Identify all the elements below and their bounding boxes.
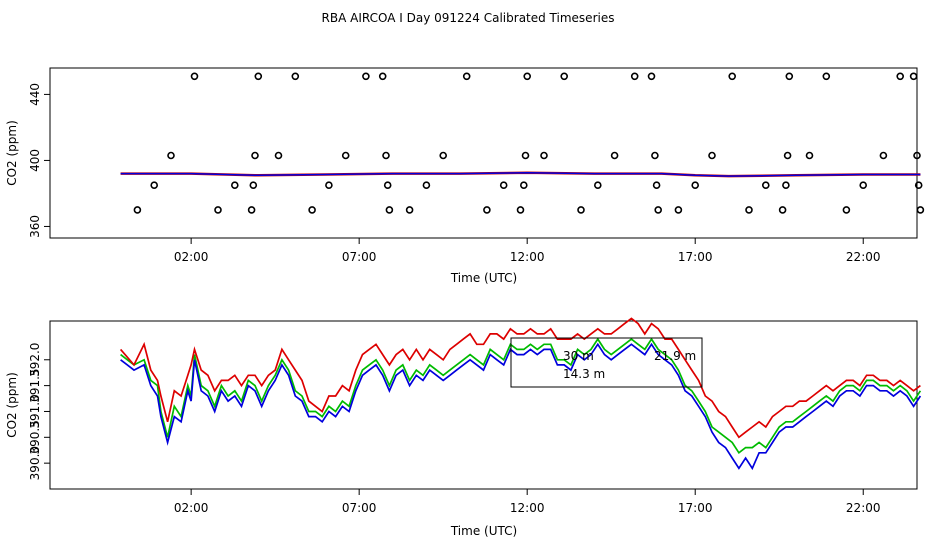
top-x-tick-label: 22:00 [846,250,881,264]
top-data-point [782,181,790,189]
top-data-point [593,181,602,189]
top-data-point [728,72,737,81]
top-x-axis-label: Time (UTC) [450,271,517,285]
top-data-point [383,181,392,189]
top-x-tick-label: 12:00 [510,250,545,264]
top-data-point [382,151,390,160]
chart-title: RBA AIRCOA I Day 091224 Calibrated Times… [322,11,615,25]
top-data-point [385,206,394,214]
top-data-point [805,151,814,160]
top-data-point [783,151,792,160]
top-data-point [231,181,239,189]
top-x-tick-label: 07:00 [342,250,377,264]
top-y-tick-label: 440 [28,83,42,106]
top-data-point [610,151,619,160]
top-data-point [274,151,283,160]
top-data-point [647,72,656,81]
bottom-series-line-0 [120,337,922,455]
top-data-point [916,206,925,214]
top-data-point [630,72,639,81]
top-data-point [150,181,158,189]
top-y-tick-label: 400 [28,149,42,172]
bottom-x-tick-label: 02:00 [174,501,209,515]
top-data-point [691,181,700,189]
top-data-point [422,181,431,189]
top-data-point [254,72,263,81]
top-data-point [708,151,716,160]
bottom-x-tick-label: 22:00 [846,501,881,515]
top-data-point [745,206,753,214]
bottom-y-minor-tick-label: 391.5 [28,368,42,402]
top-data-point [499,181,508,189]
bottom-x-tick-label: 07:00 [342,501,377,515]
top-y-tick-label: 360 [28,215,42,238]
top-data-point [439,151,448,160]
top-data-point [761,181,770,189]
top-data-point [405,206,414,214]
top-data-point [859,181,868,189]
top-data-point [341,151,350,160]
top-data-point [167,151,175,160]
legend-box [510,337,703,388]
top-data-point [462,72,471,81]
top-data-point [516,206,525,214]
top-data-point [778,206,787,214]
bottom-y-tick-label: 392.0 [28,343,42,377]
top-data-point [249,181,258,189]
bottom-x-tick-label: 17:00 [678,501,713,515]
top-data-point [362,72,370,81]
bottom-series-line-2 [120,342,922,471]
top-data-point [654,206,663,214]
top-data-point [913,151,921,160]
bottom-series-line-1 [119,317,921,439]
bottom-y-axis-label: CO2 (ppm) [5,372,19,438]
top-data-point [519,181,528,189]
top-data-point [378,72,387,81]
top-data-point [540,151,548,160]
top-plot: 02:00 07:00 12:00 17:00 22:00 360 400 440 [28,72,925,264]
top-data-point [214,206,222,214]
top-data-point [521,151,530,160]
top-data-point [560,72,569,81]
bottom-x-axis-label: Time (UTC) [450,524,517,538]
top-data-point [483,206,491,214]
bottom-y-tick-label: 391.0 [28,394,42,428]
legend-entry-21.9m: 21.9 m [654,349,696,363]
bottom-plot-frame [49,320,918,490]
top-x-tick-label: 02:00 [174,250,209,264]
bottom-x-tick-label: 12:00 [510,501,545,515]
bottom-y-minor-tick-label: 390.5 [28,420,42,454]
top-data-point [190,72,199,81]
top-data-point [523,72,532,81]
top-data-point [651,151,659,160]
top-data-point [291,72,300,81]
top-data-point [325,181,333,189]
top-series-line [120,172,921,177]
top-data-point [785,72,794,81]
bottom-y-tick-label: 390.0 [28,446,42,480]
top-data-point [308,206,316,214]
top-data-point [652,181,661,189]
top-data-point [914,181,923,189]
top-data-point [247,206,256,214]
top-data-point [674,206,683,214]
top-y-axis-label: CO2 (ppm) [5,120,19,186]
top-data-point [133,206,142,214]
top-data-point [251,151,259,160]
top-data-point [879,151,888,160]
top-data-point [577,206,585,214]
bottom-plot: 02:00 07:00 12:00 17:00 22:00 390.0 391.0 392.0… [28,317,922,515]
top-data-point [909,72,918,81]
legend-entry-30m: 30 m [563,349,594,363]
legend-entry-14.3m: 14.3 m [563,367,605,381]
top-data-point [842,206,851,214]
top-data-point [822,72,831,81]
top-x-tick-label: 17:00 [678,250,713,264]
top-data-point [896,72,905,81]
